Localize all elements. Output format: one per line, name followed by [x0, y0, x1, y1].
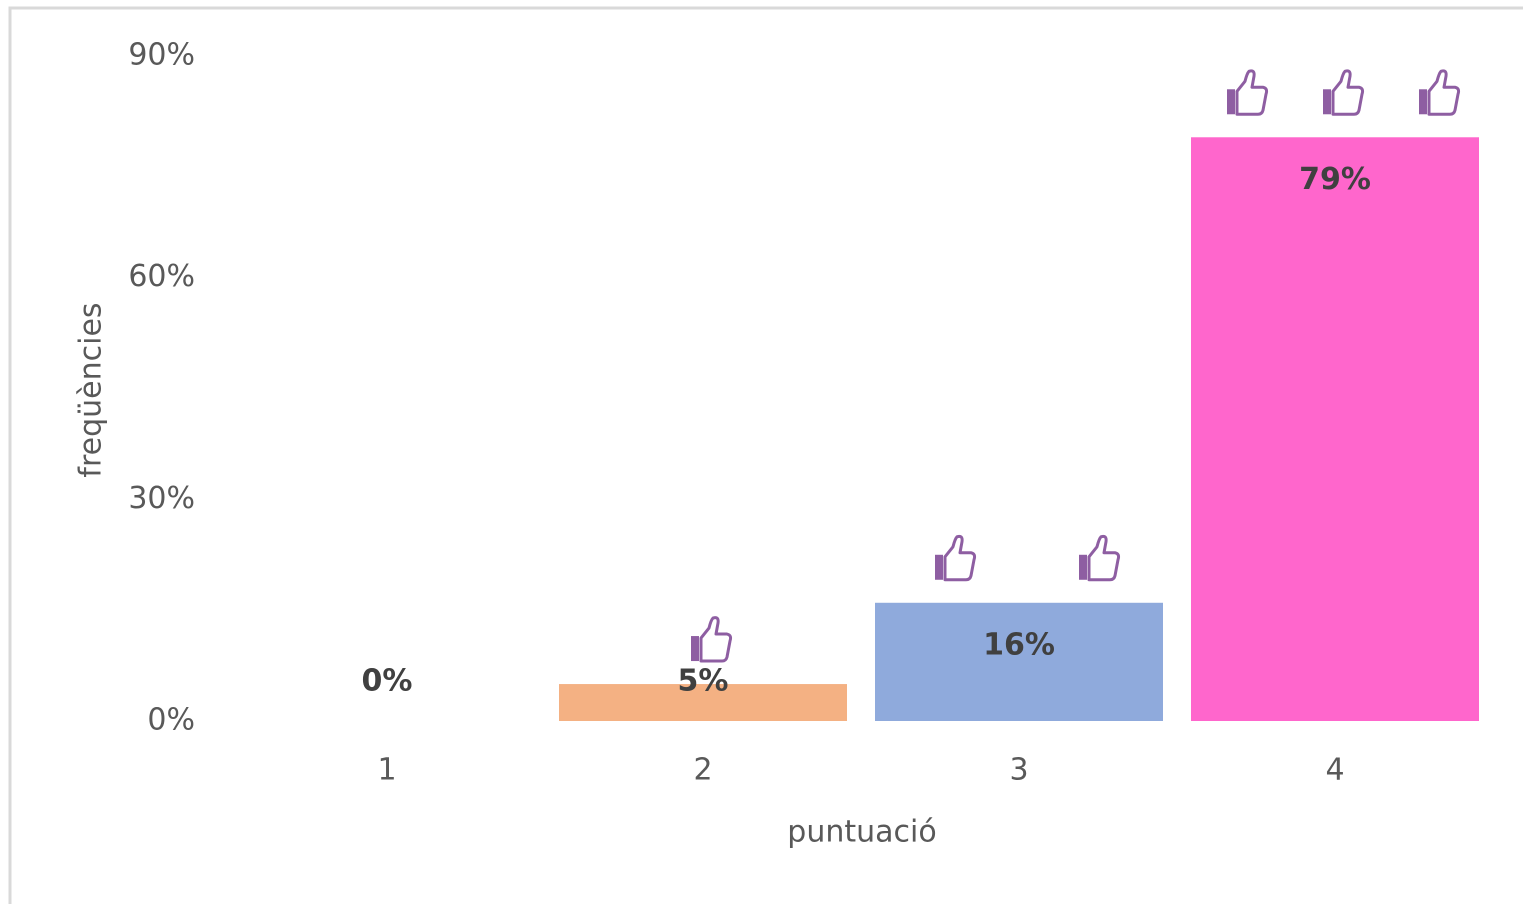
thumb-icon: [1323, 69, 1365, 116]
thumb-icon: [1079, 534, 1121, 582]
y-tick-label: 60%: [128, 259, 195, 294]
data-label: 5%: [678, 664, 729, 699]
thumb-hand: [1427, 69, 1461, 116]
y-axis-title: freqüències: [74, 302, 109, 477]
thumb-cuff: [691, 636, 699, 662]
thumb-hand: [699, 616, 733, 663]
y-tick-label: 30%: [128, 481, 195, 516]
thumb-cuff: [935, 554, 943, 580]
data-label: 79%: [1299, 162, 1371, 197]
thumb-icon: [691, 616, 733, 663]
x-tick-label: 4: [1325, 753, 1344, 788]
data-label: 0%: [362, 664, 413, 699]
thumb-hand: [1087, 534, 1121, 582]
x-axis-title: puntuació: [787, 815, 936, 850]
y-tick-label: 90%: [128, 38, 195, 73]
thumb-icon: [935, 534, 977, 582]
thumb-icon: [1227, 69, 1269, 116]
x-tick-label: 1: [377, 753, 396, 788]
thumb-cuff: [1323, 89, 1331, 115]
thumb-hand: [943, 534, 977, 582]
bar: [875, 602, 1163, 721]
thumb-cuff: [1227, 89, 1235, 115]
thumb-cuff: [1419, 89, 1427, 115]
bar: [559, 684, 847, 721]
bar: [1191, 137, 1479, 721]
x-tick-label: 2: [693, 753, 712, 788]
thumb-cuff: [1079, 554, 1087, 580]
data-label: 16%: [983, 627, 1055, 662]
thumb-hand: [1331, 69, 1365, 116]
x-tick-label: 3: [1009, 753, 1028, 788]
thumb-hand: [1235, 69, 1269, 116]
y-tick-label: 0%: [147, 703, 195, 738]
thumb-icon: [1419, 69, 1461, 116]
